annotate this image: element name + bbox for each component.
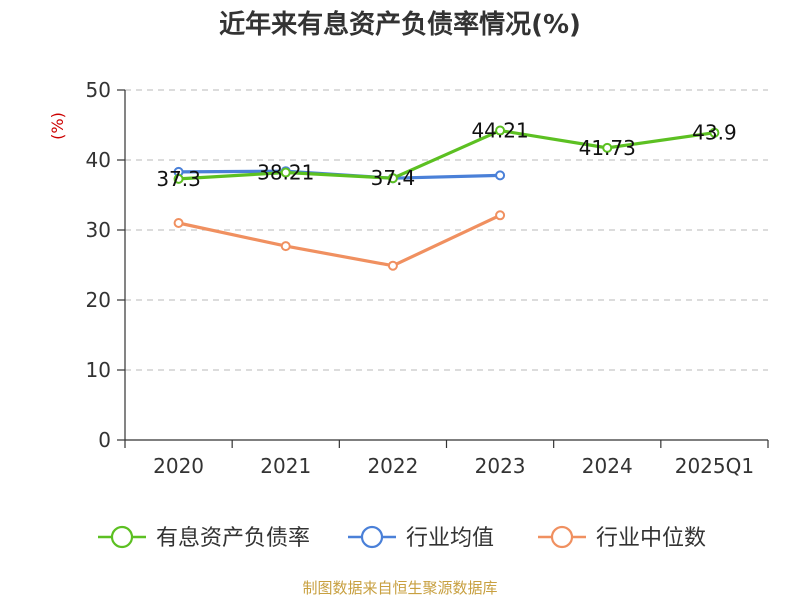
data-point: [709, 127, 720, 138]
legend-marker: [110, 525, 134, 549]
legend-label: 行业均值: [406, 526, 494, 551]
data-labels: 37.3 38.21 37.4 44.21 41.73 43.9: [156, 119, 736, 191]
data-label: 37.4: [371, 166, 416, 190]
series-line: [176, 213, 502, 268]
data-point: [495, 210, 506, 221]
y-tick-label: 10: [86, 358, 111, 382]
series-line: [176, 128, 717, 181]
data-label: 38.21: [257, 161, 314, 185]
data-point: [173, 218, 184, 228]
x-tick-label: 2021: [260, 454, 311, 478]
data-point: [387, 260, 398, 271]
legend-item-0: 有息资产负债率: [98, 525, 310, 551]
x-tick-label: 2020: [153, 454, 204, 478]
data-label: 41.73: [579, 136, 636, 160]
y-tick-label: 0: [98, 428, 111, 452]
legend-item-2: 行业中位数: [538, 525, 706, 551]
x-tick-label: 2023: [475, 454, 526, 478]
data-point: [602, 142, 613, 153]
y-tick-label: 20: [86, 288, 111, 312]
data-label: 44.21: [471, 119, 528, 143]
x-tick-label: 2022: [367, 454, 418, 478]
x-tick-label: 2024: [582, 454, 633, 478]
series-2: [173, 210, 506, 271]
legend-label: 行业中位数: [596, 526, 706, 551]
data-point: [173, 173, 184, 184]
legend-marker: [550, 525, 574, 549]
data-label: 37.3: [156, 167, 201, 191]
data-point: [387, 173, 398, 184]
data-point: [495, 125, 506, 136]
series-0: [173, 125, 720, 184]
x-tick-label: 2025Q1: [675, 454, 754, 478]
axes: 0 10 20 30 40 50 2020 2021 2022 2023 2024 2025Q1: [86, 78, 769, 478]
grid: [125, 89, 768, 371]
y-tick-label: 50: [86, 78, 111, 102]
legend-item-1: 行业均值: [348, 525, 494, 551]
series: [173, 125, 720, 271]
y-tick-label: 30: [86, 218, 111, 242]
y-tick-label: 40: [86, 148, 111, 172]
legend-label: 有息资产负债率: [156, 526, 310, 551]
legend-marker: [360, 525, 384, 549]
data-point: [280, 167, 291, 178]
data-label: 43.9: [692, 121, 737, 145]
data-point: [495, 170, 506, 181]
chart-title: 近年来有息资产负债率情况(%): [219, 9, 581, 40]
data-point: [280, 241, 291, 252]
y-axis-label: (%): [48, 112, 67, 140]
source-note: 制图数据来自恒生聚源数据库: [302, 579, 497, 597]
legend: 有息资产负债率 行业均值 行业中位数: [98, 525, 706, 551]
